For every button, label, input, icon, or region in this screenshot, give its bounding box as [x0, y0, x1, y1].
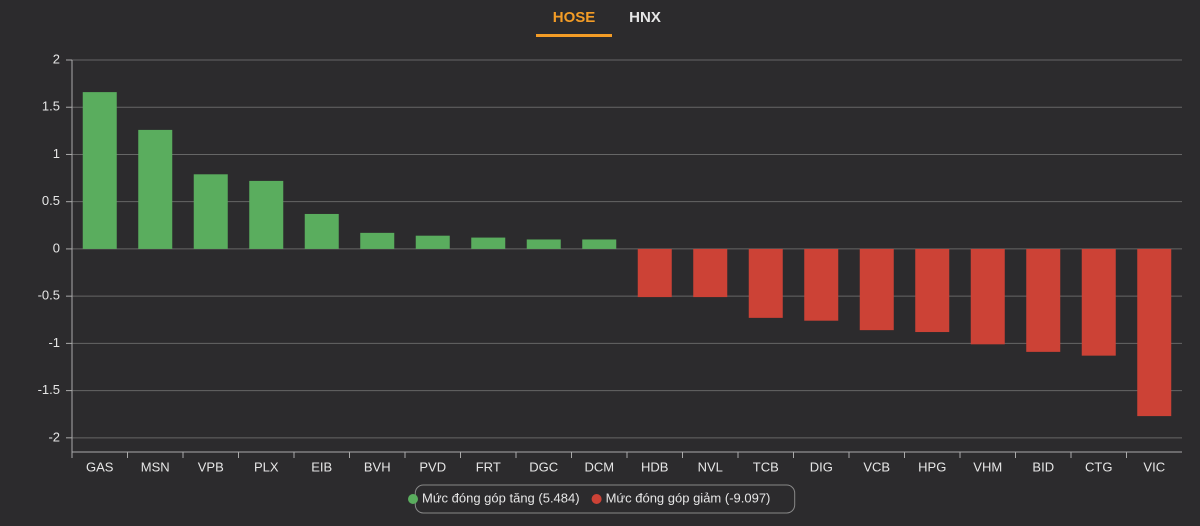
bar	[360, 232, 395, 249]
bar	[138, 129, 173, 249]
x-tick-label: PLX	[254, 459, 279, 474]
x-tick-label: CTG	[1085, 459, 1112, 474]
y-tick-label: -1.5	[38, 382, 60, 397]
bar	[471, 237, 506, 249]
x-tick-label: FRT	[476, 459, 501, 474]
y-tick-label: 1	[53, 146, 60, 161]
x-tick-label: VCB	[863, 459, 890, 474]
bar	[193, 174, 228, 249]
x-tick-label: BVH	[364, 459, 391, 474]
x-tick-label: EIB	[311, 459, 332, 474]
bar	[415, 235, 450, 249]
bar	[748, 248, 783, 318]
y-tick-label: -1	[48, 335, 60, 350]
x-tick-label: VPB	[198, 459, 224, 474]
x-tick-label: DCM	[584, 459, 614, 474]
x-tick-label: BID	[1032, 459, 1054, 474]
x-tick-label: GAS	[86, 459, 114, 474]
bar	[582, 239, 617, 249]
bar	[1137, 248, 1172, 417]
bar	[915, 248, 950, 333]
x-tick-label: VHM	[973, 459, 1002, 474]
x-tick-label: PVD	[419, 459, 446, 474]
tab[interactable]: HOSE	[553, 9, 596, 26]
bar	[637, 248, 672, 298]
tab[interactable]: HNX	[629, 9, 661, 26]
bar	[804, 248, 839, 321]
bar	[1081, 248, 1116, 356]
x-tick-label: HPG	[918, 459, 946, 474]
y-tick-label: 2	[53, 51, 60, 66]
legend-marker[interactable]	[408, 494, 418, 504]
x-tick-label: NVL	[698, 459, 723, 474]
bar	[304, 213, 339, 249]
y-tick-label: 1.5	[42, 99, 60, 114]
bar	[1026, 248, 1061, 352]
legend-marker[interactable]	[591, 494, 602, 504]
x-tick-label: VIC	[1143, 459, 1165, 474]
legend-label[interactable]: Mức đóng góp tăng (5.484)	[422, 490, 580, 505]
bar	[859, 248, 894, 331]
y-tick-label: 0.5	[42, 193, 60, 208]
y-tick-label: -0.5	[38, 288, 60, 303]
x-tick-label: DIG	[810, 459, 833, 474]
bar	[526, 239, 561, 249]
bar	[82, 92, 117, 249]
x-tick-label: MSN	[141, 459, 170, 474]
x-tick-label: HDB	[641, 459, 668, 474]
bar	[249, 180, 284, 249]
x-tick-label: TCB	[753, 459, 779, 474]
tab-underline	[536, 34, 612, 37]
x-tick-label: DGC	[529, 459, 558, 474]
bar	[970, 248, 1005, 345]
y-tick-label: -2	[48, 429, 60, 444]
y-tick-label: 0	[53, 240, 60, 255]
legend-label[interactable]: Mức đóng góp giảm (-9.097)	[606, 490, 771, 505]
bar	[693, 248, 728, 298]
